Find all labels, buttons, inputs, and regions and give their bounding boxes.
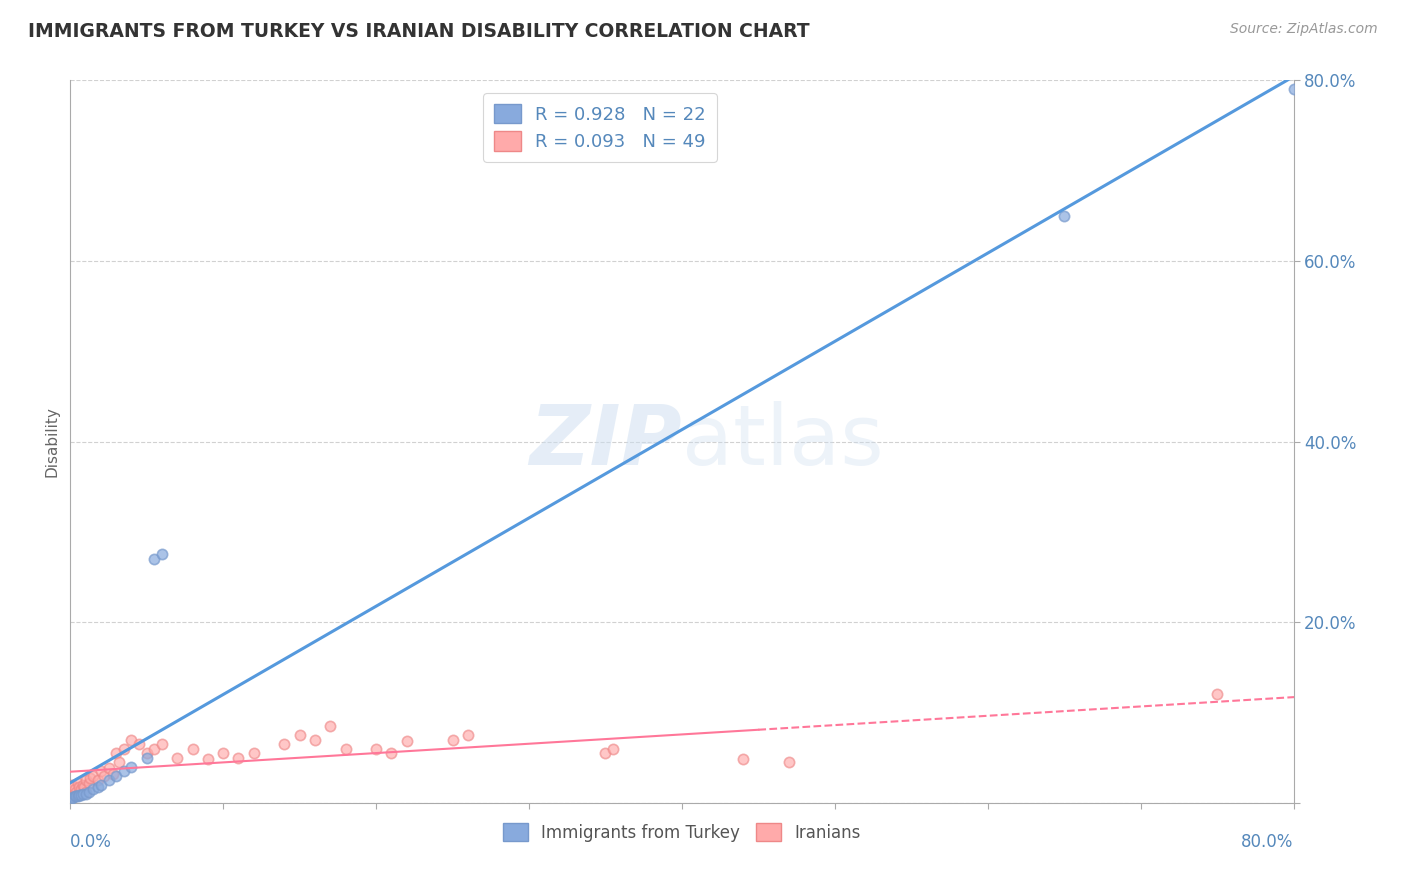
- Point: [90, 778, 112, 792]
- Point: [79, 771, 101, 785]
- Point: [97, 773, 120, 788]
- Point: [82, 769, 104, 783]
- Point: [273, 737, 295, 751]
- Point: [380, 746, 402, 760]
- Point: [63, 789, 86, 804]
- Point: [72, 778, 94, 792]
- Point: [243, 746, 266, 760]
- Point: [69, 780, 91, 794]
- Point: [1282, 82, 1305, 96]
- Point: [1206, 687, 1229, 701]
- Point: [212, 746, 235, 760]
- Point: [90, 764, 112, 779]
- Point: [73, 780, 96, 794]
- Point: [150, 737, 173, 751]
- Point: [105, 769, 128, 783]
- Point: [335, 741, 357, 756]
- Point: [778, 755, 800, 769]
- Point: [108, 755, 131, 769]
- Point: [62, 790, 84, 805]
- Point: [135, 750, 157, 764]
- Point: [97, 762, 120, 776]
- Text: Source: ZipAtlas.com: Source: ZipAtlas.com: [1230, 22, 1378, 37]
- Point: [75, 785, 97, 799]
- Point: [70, 782, 93, 797]
- Point: [304, 732, 326, 747]
- Point: [135, 746, 157, 760]
- Point: [457, 728, 479, 742]
- Point: [143, 552, 166, 566]
- Point: [77, 776, 100, 790]
- Point: [166, 750, 188, 764]
- Point: [65, 785, 87, 799]
- Point: [87, 773, 110, 788]
- Point: [75, 773, 97, 788]
- Point: [87, 780, 110, 794]
- Point: [441, 732, 464, 747]
- Point: [1053, 209, 1076, 223]
- Point: [602, 741, 624, 756]
- Y-axis label: Disability: Disability: [44, 406, 59, 477]
- Point: [69, 788, 91, 802]
- Point: [197, 752, 219, 766]
- Text: ZIP: ZIP: [529, 401, 682, 482]
- Point: [65, 789, 87, 803]
- Point: [60, 791, 83, 805]
- Point: [63, 782, 86, 797]
- Point: [105, 746, 128, 760]
- Point: [77, 785, 100, 799]
- Text: IMMIGRANTS FROM TURKEY VS IRANIAN DISABILITY CORRELATION CHART: IMMIGRANTS FROM TURKEY VS IRANIAN DISABI…: [28, 22, 810, 41]
- Point: [82, 782, 104, 797]
- Text: 0.0%: 0.0%: [70, 833, 112, 851]
- Text: 80.0%: 80.0%: [1241, 833, 1294, 851]
- Point: [62, 780, 84, 794]
- Point: [366, 741, 388, 756]
- Point: [319, 719, 342, 733]
- Point: [66, 776, 89, 790]
- Point: [128, 737, 150, 751]
- Point: [150, 548, 173, 562]
- Point: [75, 787, 97, 801]
- Point: [112, 741, 135, 756]
- Point: [66, 789, 89, 803]
- Text: atlas: atlas: [682, 401, 883, 482]
- Point: [70, 788, 93, 802]
- Point: [733, 752, 755, 766]
- Point: [143, 741, 166, 756]
- Point: [121, 732, 143, 747]
- Point: [228, 750, 250, 764]
- Point: [112, 764, 135, 779]
- Legend: Immigrants from Turkey, Iranians: Immigrants from Turkey, Iranians: [496, 817, 868, 848]
- Point: [181, 741, 204, 756]
- Point: [395, 734, 418, 748]
- Point: [72, 787, 94, 801]
- Point: [288, 728, 311, 742]
- Point: [66, 787, 89, 801]
- Point: [60, 778, 83, 792]
- Point: [121, 760, 143, 774]
- Point: [595, 746, 617, 760]
- Point: [93, 769, 115, 783]
- Point: [101, 767, 124, 781]
